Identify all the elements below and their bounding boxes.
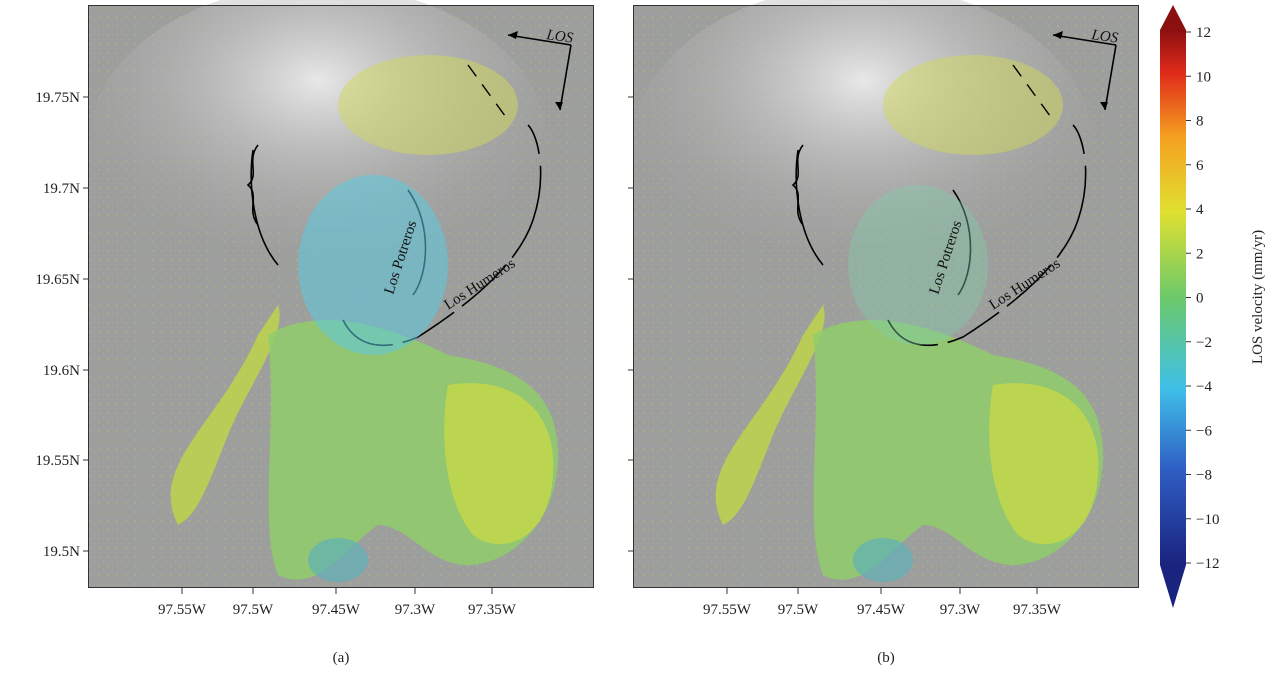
colorbar-tick-label: −10 — [1196, 512, 1219, 528]
lon-tick-label: 97.45W — [857, 602, 906, 618]
colorbar-tick-label: 10 — [1196, 69, 1211, 85]
colorbar-tick-label: −6 — [1196, 423, 1212, 439]
colorbar-extend — [1160, 5, 1186, 30]
lat-tick-label: 19.65N — [35, 272, 80, 288]
lat-tick-label: 19.5N — [43, 544, 80, 560]
figure: LOSLos PotrerosLos Humeros LOSLos Potrer… — [0, 0, 1272, 671]
colorbar — [1160, 30, 1186, 565]
lon-tick-label: 97.45W — [312, 602, 361, 618]
colorbar-extend — [1160, 565, 1186, 608]
lon-tick-label: 97.35W — [468, 602, 517, 618]
lat-tick-label: 19.75N — [35, 90, 80, 106]
colorbar-tick-label: −8 — [1196, 468, 1212, 484]
lon-tick-label: 97.5W — [233, 602, 274, 618]
panel-label: (b) — [877, 650, 895, 666]
lat-tick-label: 19.6N — [43, 363, 80, 379]
colorbar-tick-label: 2 — [1196, 246, 1204, 262]
colorbar-tick-label: 8 — [1196, 114, 1204, 130]
lon-tick-label: 97.3W — [940, 602, 981, 618]
colorbar-tick-label: 0 — [1196, 291, 1204, 307]
colorbar-label: LOS velocity (mm/yr) — [1250, 230, 1266, 364]
lat-tick-label: 19.7N — [43, 181, 80, 197]
lon-tick-label: 97.5W — [778, 602, 819, 618]
colorbar-tick-label: 6 — [1196, 158, 1204, 174]
colorbar-tick-label: 4 — [1196, 202, 1204, 218]
page: LOSLos PotrerosLos Humeros LOSLos Potrer… — [0, 0, 1272, 676]
lon-tick-label: 97.3W — [395, 602, 436, 618]
panel-label: (a) — [333, 650, 350, 666]
lon-tick-label: 97.55W — [703, 602, 752, 618]
lon-tick-label: 97.55W — [158, 602, 207, 618]
lon-tick-label: 97.35W — [1013, 602, 1062, 618]
colorbar-tick-label: −2 — [1196, 335, 1212, 351]
colorbar-tick-label: −12 — [1196, 556, 1219, 572]
colorbar-tick-label: 12 — [1196, 25, 1211, 41]
colorbar-tick-label: −4 — [1196, 379, 1212, 395]
lat-tick-label: 19.55N — [35, 453, 80, 469]
